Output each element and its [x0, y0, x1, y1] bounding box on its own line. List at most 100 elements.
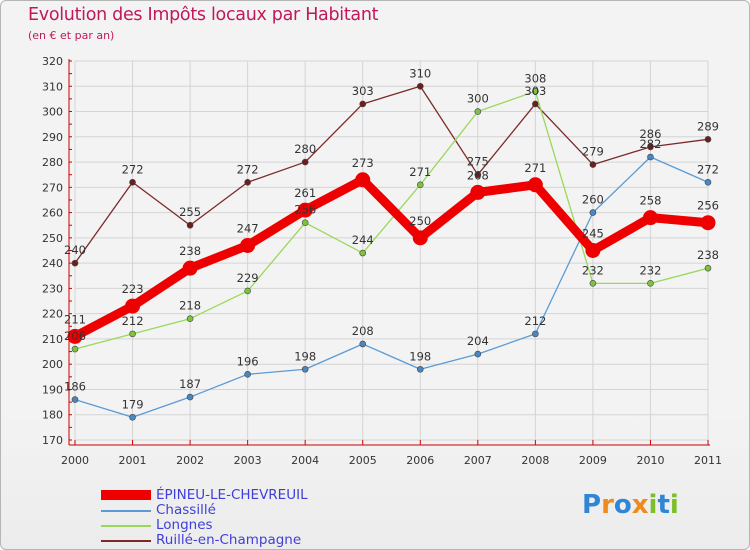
data-point: [244, 287, 251, 295]
data-point: [297, 202, 313, 218]
legend-swatch-longnes: [101, 525, 151, 527]
data-point: [359, 249, 367, 257]
y-tick-label: 200: [42, 358, 63, 371]
data-point: [416, 181, 424, 189]
data-label: 198: [294, 349, 316, 363]
data-point: [71, 345, 79, 353]
y-tick-label: 170: [42, 434, 63, 447]
data-label: 286: [639, 127, 661, 141]
logo-letter: r: [601, 490, 614, 520]
legend-swatch-ruille: [101, 540, 151, 542]
legend-label-longnes: Longnes: [156, 517, 213, 533]
data-label: 280: [294, 142, 316, 156]
data-label: 229: [237, 271, 259, 285]
data-label: 244: [352, 233, 374, 247]
x-tick-label: 2008: [521, 454, 549, 467]
y-tick-label: 250: [42, 232, 63, 245]
x-tick-label: 2006: [406, 454, 434, 467]
data-label: 238: [697, 248, 719, 262]
data-label: 271: [524, 161, 546, 175]
data-label: 196: [237, 354, 259, 368]
logo-letter: P: [582, 490, 602, 520]
y-tick-label: 210: [42, 333, 63, 346]
data-point: [71, 396, 79, 403]
legend-item-chassille: Chassillé: [101, 503, 421, 518]
data-point: [700, 215, 716, 231]
data-point: [129, 330, 136, 338]
data-point: [244, 371, 251, 378]
data-label: 212: [122, 314, 144, 328]
data-label: 275: [467, 155, 489, 169]
data-point: [129, 413, 136, 421]
data-label: 256: [294, 203, 316, 217]
data-point: [532, 100, 539, 108]
data-label: 232: [582, 263, 604, 277]
logo-letter: i: [669, 490, 679, 520]
data-label: 240: [64, 243, 86, 257]
x-tick-label: 2010: [636, 454, 664, 467]
data-point: [416, 82, 424, 90]
legend-item-epineu: ÉPINEU-LE-CHEVREUIL: [101, 488, 421, 503]
data-label: 238: [179, 244, 201, 258]
data-label: 258: [639, 194, 661, 208]
logo-letter: o: [613, 490, 632, 520]
data-label: 212: [524, 314, 546, 328]
y-tick-label: 290: [42, 131, 63, 144]
proxiti-logo: Proxiti: [582, 490, 679, 520]
data-label: 247: [237, 221, 259, 235]
y-tick-label: 240: [42, 257, 63, 270]
data-point: [527, 177, 543, 193]
data-point: [470, 184, 486, 200]
data-point: [532, 88, 539, 95]
data-point: [129, 178, 136, 186]
data-point: [416, 365, 424, 373]
x-tick-label: 2003: [234, 454, 262, 467]
data-point: [125, 298, 141, 314]
x-tick-label: 2000: [61, 454, 89, 467]
x-tick-label: 2001: [119, 454, 147, 467]
data-label: 268: [467, 168, 489, 182]
data-label: 271: [409, 165, 431, 179]
data-point: [585, 243, 601, 258]
data-point: [589, 161, 597, 168]
data-point: [301, 158, 309, 166]
x-tick-label: 2011: [694, 454, 722, 467]
data-label: 179: [122, 397, 144, 411]
data-point: [301, 219, 309, 227]
series-line-0: [70, 175, 713, 341]
data-label: 282: [639, 137, 661, 151]
data-label: 206: [64, 329, 86, 343]
y-tick-label: 320: [42, 55, 63, 68]
y-tick-label: 260: [42, 207, 63, 220]
y-tick-label: 280: [42, 156, 63, 169]
y-tick-label: 270: [42, 181, 63, 194]
series-line-1: [74, 156, 709, 418]
series-line-3: [74, 85, 709, 264]
logo-letter: t: [657, 490, 670, 520]
data-label: 223: [122, 282, 144, 296]
data-point: [186, 315, 194, 323]
data-point: [474, 350, 482, 358]
data-point: [182, 260, 198, 276]
data-point: [474, 108, 482, 115]
y-tick-label: 310: [42, 80, 63, 93]
data-label: 187: [179, 377, 201, 391]
data-point: [474, 171, 482, 178]
legend-item-longnes: Longnes: [101, 518, 421, 533]
data-point: [589, 209, 597, 216]
data-label: 272: [237, 162, 259, 176]
data-label: 310: [409, 66, 431, 80]
y-tick-label: 190: [42, 383, 63, 396]
data-point: [240, 237, 256, 253]
y-tick-label: 300: [42, 106, 63, 119]
logo-letter: x: [631, 490, 649, 520]
data-label: 250: [409, 214, 431, 228]
data-point: [642, 210, 658, 226]
data-point: [244, 178, 251, 186]
data-point: [647, 143, 654, 151]
data-label: 300: [467, 92, 489, 106]
x-tick-label: 2009: [579, 454, 607, 467]
legend-label-ruille: Ruillé-en-Champagne: [156, 532, 302, 548]
